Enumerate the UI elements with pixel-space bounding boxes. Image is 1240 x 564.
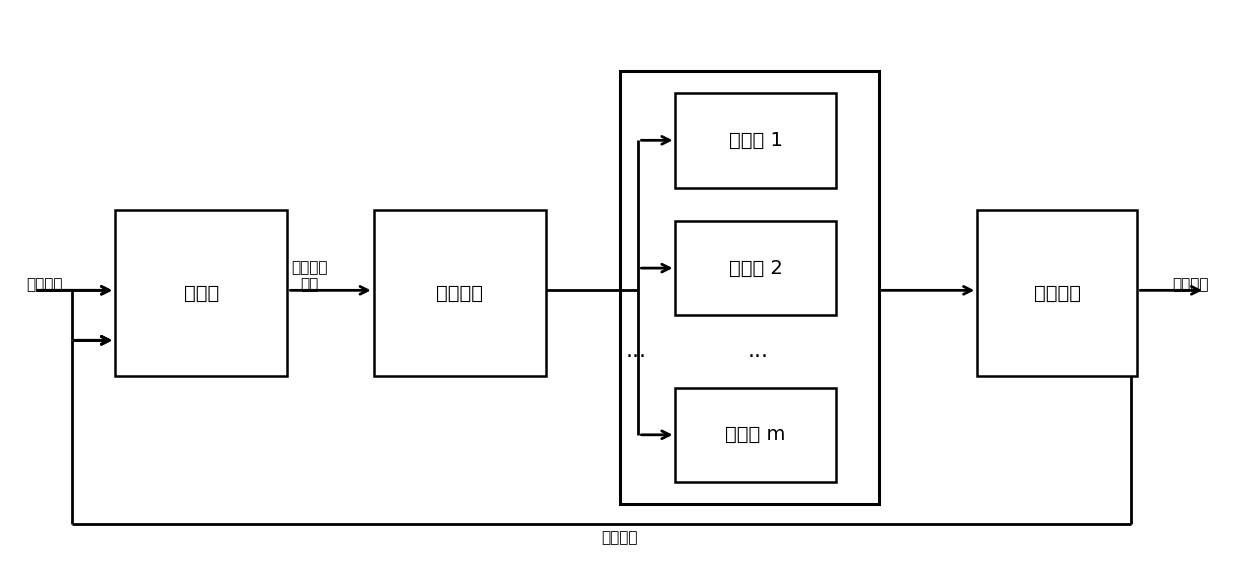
Text: 状态反馈: 状态反馈 xyxy=(601,530,639,545)
Text: ···: ··· xyxy=(625,347,646,367)
Bar xyxy=(620,71,879,504)
Text: 执行器 1: 执行器 1 xyxy=(729,131,782,150)
Bar xyxy=(115,210,288,376)
Bar xyxy=(676,221,836,315)
Text: 控制分配: 控制分配 xyxy=(436,284,484,303)
Text: 执行器 2: 执行器 2 xyxy=(729,259,782,277)
Text: 参考输入: 参考输入 xyxy=(26,277,63,292)
Bar xyxy=(373,210,546,376)
Text: ···: ··· xyxy=(748,347,769,367)
Text: 执行器 m: 执行器 m xyxy=(725,425,786,444)
Bar xyxy=(676,93,836,188)
Text: 控制律: 控制律 xyxy=(184,284,218,303)
Text: 虚拟控制
指令: 虚拟控制 指令 xyxy=(291,260,327,293)
Bar xyxy=(676,387,836,482)
Text: 系统输出: 系统输出 xyxy=(1172,277,1209,292)
Bar xyxy=(977,210,1137,376)
Text: 被控对象: 被控对象 xyxy=(1034,284,1081,303)
